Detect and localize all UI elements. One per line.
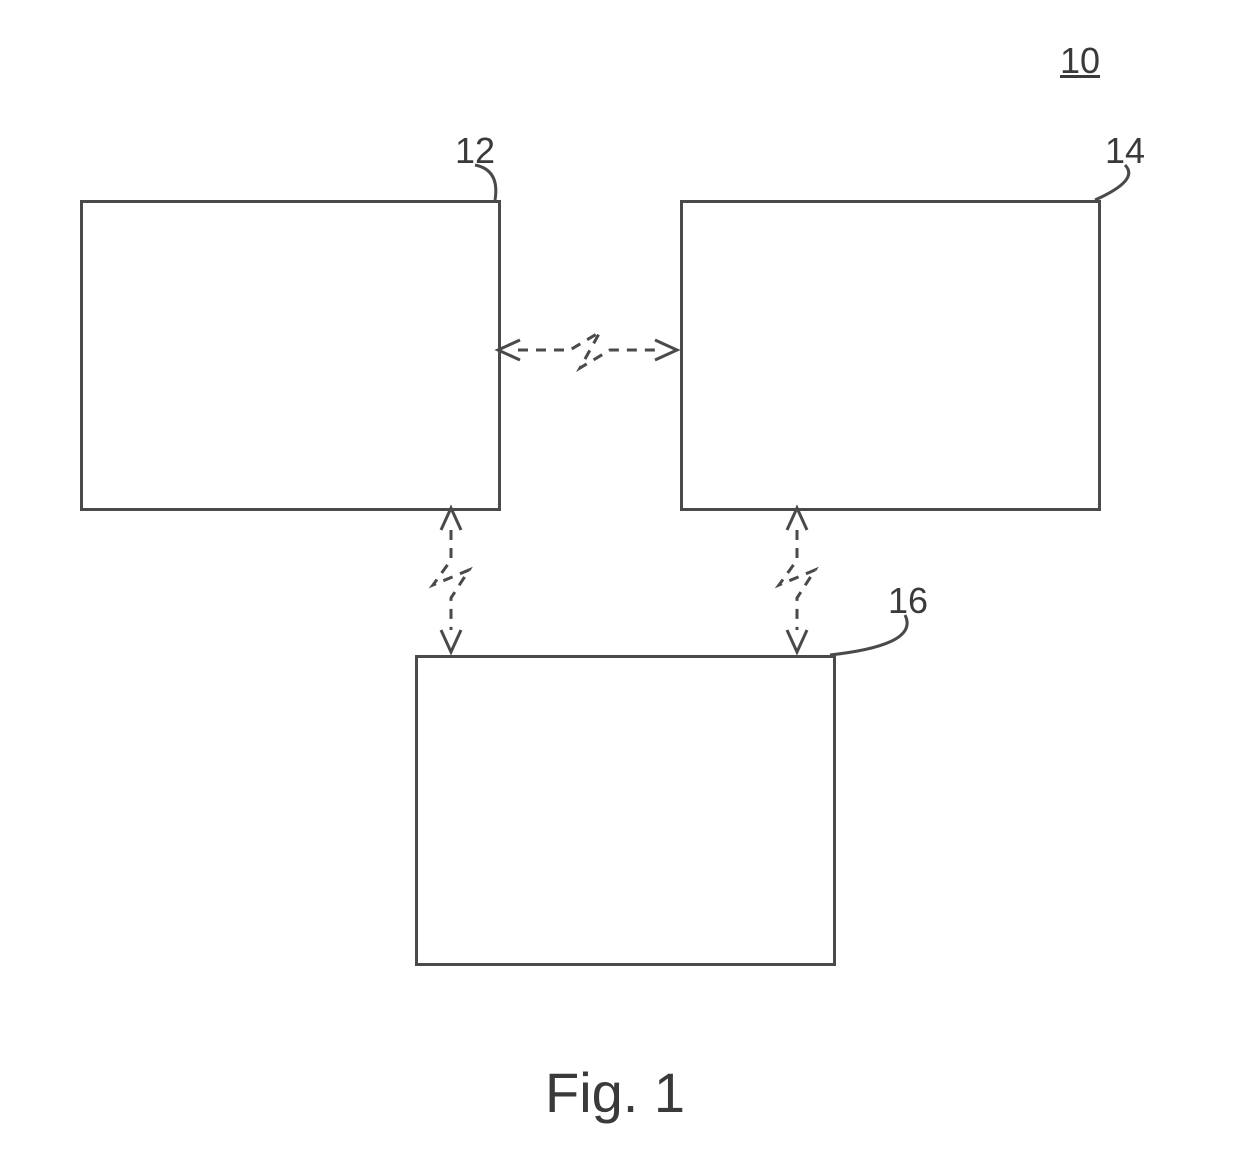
diagram-canvas: 10 12 14 16 Fig. 1 <box>0 0 1240 1150</box>
leader-12 <box>475 165 496 200</box>
leader-16 <box>830 615 907 655</box>
connector-14-16 <box>779 508 815 652</box>
diagram-svg-layer <box>0 0 1240 1150</box>
leader-14 <box>1095 165 1129 200</box>
connector-12-14 <box>498 332 677 368</box>
connector-12-16 <box>433 508 469 652</box>
